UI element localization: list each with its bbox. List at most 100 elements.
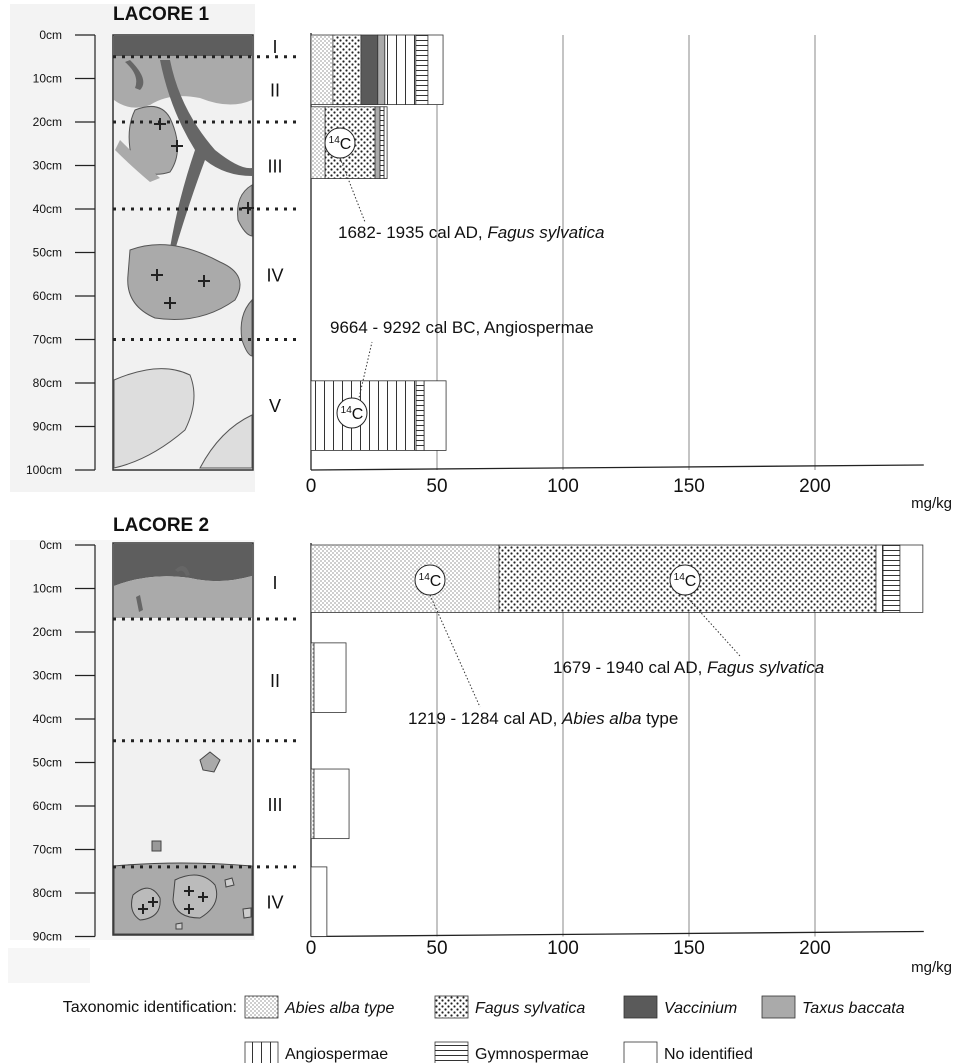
depth-tick-label: 20cm <box>33 625 62 639</box>
depth-tick-label: 0cm <box>39 538 62 552</box>
annotation-part: type <box>641 709 678 728</box>
layer-label: III <box>267 795 282 815</box>
isotope-element: C <box>685 573 697 590</box>
annotation-part: Abies alba <box>561 709 641 728</box>
radiocarbon-label: 14C <box>341 405 364 423</box>
radiocarbon-marker <box>414 564 446 596</box>
depth-tick-label: 40cm <box>33 712 62 726</box>
legend-swatch <box>434 1041 469 1063</box>
x-tick-label: 0 <box>306 476 317 497</box>
x-axis <box>310 464 924 471</box>
bar-segment <box>882 544 901 613</box>
legend-swatch <box>434 995 469 1019</box>
bar-segment <box>332 34 362 105</box>
bar-segment <box>310 642 315 713</box>
depth-tick-label: 70cm <box>33 333 62 347</box>
depth-tick-label: 90cm <box>33 930 62 944</box>
bar-segment <box>310 34 334 105</box>
isotope-mass: 14 <box>329 135 341 146</box>
x-tick-label: 150 <box>673 938 705 959</box>
chart-title: LACORE 1 <box>113 4 210 25</box>
radiocarbon-label: 14C <box>419 572 442 590</box>
layer-label: II <box>270 671 280 691</box>
x-tick-label: 100 <box>547 938 579 959</box>
x-axis-unit: mg/kg <box>911 495 952 512</box>
layer-label: I <box>272 37 277 57</box>
legend-label: Abies alba type <box>284 1000 395 1017</box>
legend-label: Fagus sylvatica <box>475 1000 585 1017</box>
depth-tick-label: 60cm <box>33 799 62 813</box>
annotation-part: 1679 - 1940 cal AD, <box>553 658 707 677</box>
legend-label: Angiospermae <box>285 1046 388 1063</box>
bar-segment <box>899 544 924 613</box>
layer-label: V <box>269 396 281 416</box>
bar-segment <box>313 768 350 840</box>
bar-segment <box>313 642 347 713</box>
radiocarbon-label: 14C <box>674 572 697 590</box>
annotation: 1219 - 1284 cal AD, Abies alba type <box>408 709 678 728</box>
isotope-element: C <box>340 136 352 153</box>
depth-tick-label: 40cm <box>33 202 62 216</box>
annotation-part: 9664 - 9292 cal BC, Angiospermae <box>330 318 594 337</box>
bar-segment <box>360 34 379 105</box>
bar-segment <box>423 380 447 451</box>
radiocarbon-label: 14C <box>329 135 352 153</box>
annotation-part: 1682- 1935 cal AD, <box>338 223 487 242</box>
chart-title: LACORE 2 <box>113 515 209 536</box>
depth-tick-label: 10cm <box>33 582 62 596</box>
legend-swatch <box>244 1041 279 1063</box>
layer-label: III <box>267 157 282 177</box>
isotope-mass: 14 <box>674 572 686 583</box>
annotation: 1679 - 1940 cal AD, Fagus sylvatica <box>553 658 824 677</box>
bar-segment <box>875 544 884 613</box>
x-tick-label: 50 <box>426 938 447 959</box>
depth-tick-label: 10cm <box>33 72 62 86</box>
bar-segment <box>384 34 417 105</box>
annotation-part: Fagus sylvatica <box>707 658 824 677</box>
isotope-element: C <box>430 573 442 590</box>
bar-segment <box>310 866 328 937</box>
layer-label: IV <box>266 893 283 913</box>
bar-segment <box>310 544 500 613</box>
bar-segment <box>427 34 444 105</box>
bar-segment <box>379 106 385 179</box>
x-tick-label: 0 <box>306 938 317 959</box>
legend-swatch <box>244 995 279 1019</box>
depth-tick-label: 30cm <box>33 159 62 173</box>
annotation-leader <box>429 594 481 708</box>
depth-tick-label: 0cm <box>39 28 62 42</box>
depth-tick-label: 100cm <box>26 463 62 477</box>
x-axis-unit: mg/kg <box>911 959 952 976</box>
bar-segment <box>374 106 381 179</box>
x-tick-label: 100 <box>547 476 579 497</box>
annotation: 1682- 1935 cal AD, Fagus sylvatica <box>338 223 605 242</box>
isotope-element: C <box>352 406 364 423</box>
core-drawing <box>8 540 255 983</box>
legend-label: Vaccinium <box>664 1000 737 1017</box>
radiocarbon-marker <box>324 127 356 159</box>
layer-label: IV <box>266 265 283 285</box>
layer-label: II <box>270 80 280 100</box>
depth-tick-label: 70cm <box>33 843 62 857</box>
depth-tick-label: 50cm <box>33 246 62 260</box>
bar-segment <box>310 106 326 179</box>
legend-swatch <box>761 995 796 1019</box>
bar-segment <box>415 34 429 105</box>
isotope-mass: 14 <box>341 405 353 416</box>
depth-tick-label: 20cm <box>33 115 62 129</box>
x-axis <box>310 930 924 938</box>
annotation-part: Fagus sylvatica <box>487 223 604 242</box>
isotope-mass: 14 <box>419 572 431 583</box>
legend-label: Gymnospermae <box>475 1046 589 1063</box>
x-tick-label: 200 <box>799 476 831 497</box>
bar-segment <box>377 34 386 105</box>
legend-swatch <box>623 1041 658 1063</box>
depth-tick-label: 80cm <box>33 886 62 900</box>
x-tick-label: 50 <box>426 476 447 497</box>
radiocarbon-marker <box>669 564 701 596</box>
legend-label: Taxus baccata <box>802 1000 905 1017</box>
bar-segment <box>415 380 425 451</box>
x-tick-label: 200 <box>799 938 831 959</box>
